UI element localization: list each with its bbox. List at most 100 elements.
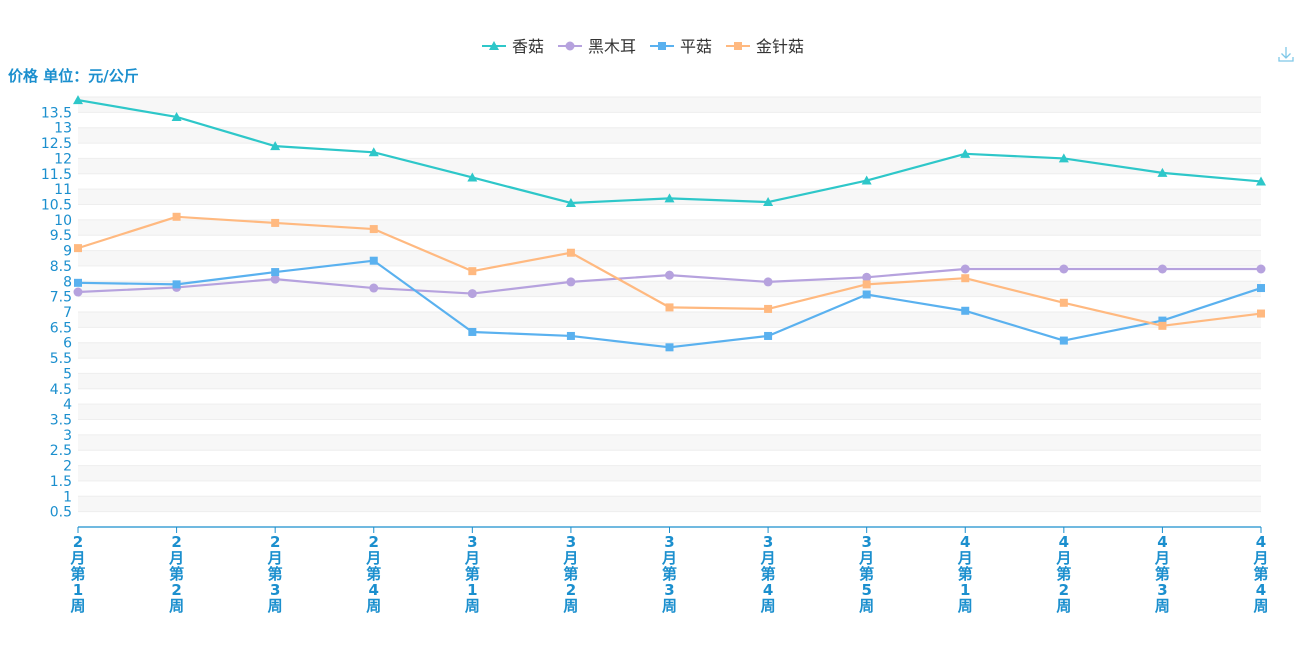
data-point[interactable] <box>1157 167 1168 177</box>
data-point[interactable] <box>1257 284 1265 293</box>
data-point[interactable] <box>1158 316 1167 325</box>
data-point[interactable] <box>862 272 872 282</box>
y-tick-label: 4 <box>63 397 72 413</box>
data-point[interactable] <box>369 225 378 234</box>
data-point[interactable] <box>467 289 477 299</box>
data-point[interactable] <box>862 290 871 299</box>
data-point[interactable] <box>271 268 280 277</box>
legend-item-2[interactable]: 平菇 <box>650 37 712 56</box>
data-point[interactable] <box>1059 298 1068 307</box>
y-tick-label: 13.5 <box>41 105 72 121</box>
data-point[interactable] <box>172 212 181 221</box>
grid-band <box>78 404 1261 420</box>
y-tick-label: 3 <box>63 428 72 444</box>
data-point[interactable] <box>369 283 379 293</box>
x-tick-label: 4 月第 3 周 <box>1154 533 1170 615</box>
download-icon[interactable] <box>1274 42 1298 66</box>
data-point[interactable] <box>861 175 872 185</box>
x-tick-label: 2 月第 4 周 <box>365 533 381 615</box>
grid-band <box>78 97 1261 113</box>
x-tick-label: 2 月第 2 周 <box>168 533 184 615</box>
data-point[interactable] <box>763 277 773 287</box>
data-point[interactable] <box>468 267 477 276</box>
legend-label: 平菇 <box>680 37 712 56</box>
grid-band <box>78 434 1261 451</box>
data-point[interactable] <box>665 270 674 280</box>
x-tick-label: 3 月第 5 周 <box>858 533 874 615</box>
x-tick-label: 2 月第 3 周 <box>267 533 283 615</box>
data-point[interactable] <box>961 274 970 283</box>
legend-marker <box>489 41 499 50</box>
x-tick-label: 3 月第 1 周 <box>464 533 480 615</box>
data-point[interactable] <box>862 280 871 289</box>
series-1 <box>73 264 1266 299</box>
grid-band <box>78 250 1261 266</box>
data-point[interactable] <box>74 278 82 287</box>
data-point[interactable] <box>271 218 280 227</box>
data-point[interactable] <box>1256 264 1266 274</box>
data-point[interactable] <box>960 148 971 158</box>
grid-band <box>78 373 1261 389</box>
data-point[interactable] <box>566 248 575 257</box>
data-point[interactable] <box>961 306 970 315</box>
data-point[interactable] <box>664 193 675 203</box>
data-point[interactable] <box>665 303 674 312</box>
y-tick-label: 10 <box>54 213 72 229</box>
x-tick-label: 2 月第 1 周 <box>69 533 85 615</box>
legend-item-1[interactable]: 黑木耳 <box>558 37 636 56</box>
data-point[interactable] <box>1257 309 1265 318</box>
grid-band <box>78 281 1261 297</box>
data-point[interactable] <box>368 147 379 157</box>
x-tick-label: 4 月第 4 周 <box>1252 533 1268 615</box>
y-tick-label: 7 <box>63 305 72 321</box>
data-point[interactable] <box>270 274 280 284</box>
axes: 0.511.522.533.544.555.566.577.588.599.51… <box>41 105 1269 615</box>
data-point[interactable] <box>960 264 970 274</box>
data-point[interactable] <box>566 277 576 287</box>
y-tick-label: 8.5 <box>50 259 72 275</box>
series-0 <box>73 95 1266 207</box>
legend-item-0[interactable]: 香菇 <box>482 37 544 56</box>
x-tick-label: 4 月第 2 周 <box>1055 533 1071 615</box>
data-point[interactable] <box>763 197 774 207</box>
data-point[interactable] <box>665 343 674 352</box>
data-point[interactable] <box>467 172 478 182</box>
legend[interactable]: 香菇 黑木耳 平菇 金针菇 <box>482 37 804 56</box>
legend-marker <box>658 42 666 50</box>
y-tick-label: 2.5 <box>50 443 72 459</box>
y-tick-label: 2 <box>63 459 72 475</box>
y-tick-label: 13 <box>54 121 72 137</box>
y-tick-label: 4.5 <box>50 382 72 398</box>
data-point[interactable] <box>73 287 83 297</box>
data-point[interactable] <box>1059 336 1068 345</box>
data-point[interactable] <box>565 197 576 207</box>
data-point[interactable] <box>764 304 773 313</box>
data-point[interactable] <box>468 327 477 336</box>
y-tick-label: 1.5 <box>50 474 72 490</box>
data-point[interactable] <box>1158 321 1167 330</box>
y-tick-label: 12.5 <box>41 136 72 152</box>
data-point[interactable] <box>1058 153 1069 163</box>
legend-marker <box>734 42 742 50</box>
y-tick-label: 1 <box>63 489 72 505</box>
data-point[interactable] <box>369 256 378 265</box>
data-point[interactable] <box>764 331 773 340</box>
data-point[interactable] <box>1059 264 1069 274</box>
x-tick-label: 3 月第 2 周 <box>562 533 578 615</box>
y-tick-label: 5 <box>63 366 72 382</box>
data-point[interactable] <box>1157 264 1167 274</box>
legend-item-3[interactable]: 金针菇 <box>726 37 804 56</box>
y-tick-label: 3.5 <box>50 413 72 429</box>
series-line <box>77 98 1262 205</box>
legend-label: 香菇 <box>512 37 544 56</box>
data-point[interactable] <box>172 280 181 289</box>
data-point[interactable] <box>1256 176 1266 186</box>
grid-band <box>78 312 1261 328</box>
data-point[interactable] <box>171 111 182 121</box>
data-point[interactable] <box>566 331 575 340</box>
y-tick-label: 11.5 <box>41 167 72 183</box>
data-point[interactable] <box>74 244 82 253</box>
legend-label: 黑木耳 <box>588 37 636 56</box>
data-point[interactable] <box>270 141 281 151</box>
data-point[interactable] <box>73 95 83 105</box>
